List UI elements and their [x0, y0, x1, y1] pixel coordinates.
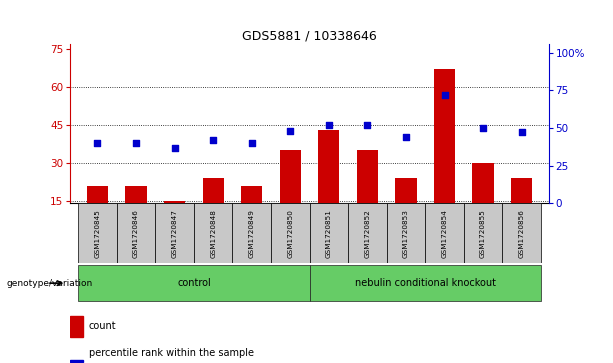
Point — [247, 140, 257, 146]
Bar — [357, 150, 378, 239]
Bar — [348, 203, 387, 263]
Bar — [78, 203, 116, 263]
Bar — [425, 203, 464, 263]
Bar — [503, 203, 541, 263]
Point — [324, 122, 333, 128]
Bar — [70, 360, 83, 362]
Bar — [202, 178, 224, 239]
Text: GSM1720850: GSM1720850 — [287, 209, 293, 258]
Bar — [70, 316, 83, 337]
Point — [401, 134, 411, 140]
Bar — [473, 163, 493, 239]
Text: GSM1720852: GSM1720852 — [364, 209, 370, 258]
Bar — [87, 185, 108, 239]
Point — [93, 140, 102, 146]
Bar — [387, 203, 425, 263]
Bar — [271, 203, 310, 263]
Point — [286, 128, 295, 134]
Text: GSM1720846: GSM1720846 — [133, 209, 139, 258]
Text: GSM1720851: GSM1720851 — [326, 209, 332, 258]
Bar — [155, 203, 194, 263]
Bar — [232, 203, 271, 263]
Title: GDS5881 / 10338646: GDS5881 / 10338646 — [242, 29, 377, 42]
Bar — [395, 178, 417, 239]
Point — [478, 125, 488, 131]
Text: GSM1720848: GSM1720848 — [210, 209, 216, 258]
Bar — [318, 130, 340, 239]
Point — [517, 130, 527, 135]
Bar — [164, 201, 185, 239]
Text: GSM1720853: GSM1720853 — [403, 209, 409, 258]
Bar — [126, 185, 147, 239]
Point — [208, 137, 218, 143]
Bar — [241, 185, 262, 239]
Text: GSM1720849: GSM1720849 — [249, 209, 255, 258]
Text: count: count — [89, 321, 116, 331]
Point — [440, 92, 449, 98]
Text: nebulin conditional knockout: nebulin conditional knockout — [355, 278, 496, 288]
Bar — [280, 150, 301, 239]
Text: genotype/variation: genotype/variation — [6, 279, 93, 287]
Text: control: control — [177, 278, 211, 288]
Bar — [310, 265, 541, 301]
Point — [170, 144, 180, 150]
Bar — [434, 69, 455, 239]
Bar — [194, 203, 232, 263]
Bar — [310, 203, 348, 263]
Text: GSM1720854: GSM1720854 — [441, 209, 447, 258]
Bar — [78, 265, 310, 301]
Bar — [464, 203, 503, 263]
Point — [131, 140, 141, 146]
Text: GSM1720847: GSM1720847 — [172, 209, 178, 258]
Text: percentile rank within the sample: percentile rank within the sample — [89, 348, 254, 358]
Text: GSM1720855: GSM1720855 — [480, 209, 486, 258]
Text: GSM1720856: GSM1720856 — [519, 209, 525, 258]
Text: GSM1720845: GSM1720845 — [94, 209, 101, 258]
Bar — [511, 178, 532, 239]
Point — [362, 122, 372, 128]
Bar — [116, 203, 155, 263]
